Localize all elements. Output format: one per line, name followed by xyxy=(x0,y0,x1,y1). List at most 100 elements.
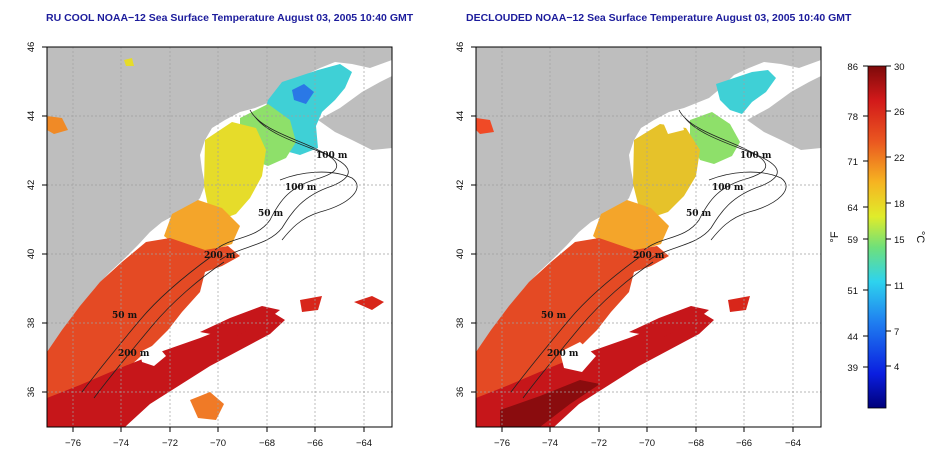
lat-tick-label: 46 xyxy=(26,42,37,53)
land-mass xyxy=(47,47,392,352)
lat-tick-label: 42 xyxy=(455,180,466,191)
sst-hot-patch xyxy=(190,392,224,420)
lon-tick-label: −72 xyxy=(162,438,178,449)
isobath-label: 50 m xyxy=(541,311,567,321)
lon-tick-label: −72 xyxy=(591,438,607,449)
isobath-label: 100 m xyxy=(740,151,772,161)
sst-small-patch-north xyxy=(124,58,134,66)
land-nova-scotia xyxy=(318,76,392,150)
fahrenheit-tick-label: 64 xyxy=(847,203,858,214)
lon-tick-label: −74 xyxy=(113,438,129,449)
isobath-labels: 100 m 100 m 50 m 200 m 50 m 200 m xyxy=(112,151,348,359)
lon-tick-label: −68 xyxy=(259,438,275,449)
fahrenheit-tick-label: 39 xyxy=(847,363,858,374)
lon-tick-label: −74 xyxy=(542,438,558,449)
sst-gulf-stream xyxy=(47,312,285,427)
graticule xyxy=(476,47,821,427)
sst-cold-gulf-of-maine xyxy=(716,70,776,114)
lon-tick-label: −66 xyxy=(736,438,752,449)
lat-tick-label: 38 xyxy=(455,318,466,329)
cloud-hole-north xyxy=(662,116,684,134)
isobath-labels: 100 m 100 m 50 m 200 m 50 m 200 m xyxy=(541,151,772,359)
isobath-label: 100 m xyxy=(316,151,348,161)
isobath-label: 50 m xyxy=(258,209,284,219)
isobath-label: 200 m xyxy=(633,251,665,261)
sst-patch-offshore xyxy=(300,296,322,312)
sst-left-edge-patch xyxy=(47,116,68,134)
sst-gulf-stream-filament xyxy=(200,306,280,338)
sst-map-raw: 100 m 100 m 50 m 200 m 50 m 200 m −76 −7… xyxy=(26,42,393,449)
isobath-label: 100 m xyxy=(285,183,317,193)
celsius-tick-label: 15 xyxy=(894,235,905,246)
celsius-tick-label: 22 xyxy=(894,153,905,164)
isobath-label: 100 m xyxy=(712,183,744,193)
celsius-tick-label: 7 xyxy=(894,327,899,338)
fahrenheit-tick-labels: 86 78 71 64 59 51 44 39 xyxy=(847,62,858,374)
lon-tick-label: −70 xyxy=(210,438,226,449)
sst-left-edge-patch xyxy=(476,118,494,134)
isobath-label: 50 m xyxy=(112,311,138,321)
map-frame xyxy=(46,46,393,428)
temperature-colorbar: 86 78 71 64 59 51 44 39 30 26 22 18 15 1… xyxy=(829,62,926,409)
fahrenheit-tick-label: 71 xyxy=(847,157,858,168)
lat-tick-label: 40 xyxy=(26,249,37,260)
lat-tick-label: 46 xyxy=(455,42,466,53)
lon-tick-label: −70 xyxy=(639,438,655,449)
fahrenheit-tick-label: 51 xyxy=(847,286,858,297)
colorbar-ticks xyxy=(863,65,891,368)
lon-tick-label: −66 xyxy=(307,438,323,449)
sst-orange xyxy=(593,200,669,252)
lat-tick-label: 42 xyxy=(26,180,37,191)
cloud-hole xyxy=(560,342,596,372)
panel-title-left: RU COOL NOAA−12 Sea Surface Temperature … xyxy=(46,12,414,24)
sst-warm-yellow xyxy=(204,122,266,220)
isobath-label: 200 m xyxy=(547,349,579,359)
fahrenheit-unit-label: °F xyxy=(829,231,841,242)
lat-tick-label: 44 xyxy=(26,111,37,122)
isobath-contours xyxy=(81,109,358,399)
fahrenheit-tick-label: 86 xyxy=(847,62,858,73)
celsius-tick-label: 30 xyxy=(894,62,905,73)
lat-tick-label: 44 xyxy=(455,111,466,122)
lon-tick-label: −76 xyxy=(65,438,81,449)
panel-title-right: DECLOUDED NOAA−12 Sea Surface Temperatur… xyxy=(466,12,852,24)
isobath-label: 200 m xyxy=(118,349,150,359)
isobath-label: 200 m xyxy=(204,251,236,261)
lat-tick-label: 36 xyxy=(26,387,37,398)
lat-tick-label: 40 xyxy=(455,249,466,260)
celsius-tick-label: 4 xyxy=(894,362,899,373)
lon-tick-labels: −76 −74 −72 −70 −68 −66 −64 xyxy=(65,438,372,449)
fahrenheit-tick-label: 78 xyxy=(847,112,858,123)
isobath-label: 50 m xyxy=(686,209,712,219)
lat-tick-labels: 46 44 42 40 38 36 xyxy=(26,42,37,398)
celsius-tick-label: 18 xyxy=(894,199,905,210)
sst-map-declouded: 100 m 100 m 50 m 200 m 50 m 200 m −76 −7… xyxy=(455,42,822,449)
lat-tick-labels: 46 44 42 40 38 36 xyxy=(455,42,466,398)
axis-ticks xyxy=(42,46,365,432)
map-frame xyxy=(475,46,822,428)
sst-cold-bay-of-fundy xyxy=(292,84,314,104)
lat-tick-label: 36 xyxy=(455,387,466,398)
land-nova-scotia xyxy=(747,76,821,150)
sst-patch-offshore xyxy=(728,296,750,312)
lon-tick-label: −68 xyxy=(688,438,704,449)
lon-tick-label: −64 xyxy=(785,438,801,449)
sst-gulf-stream-filament xyxy=(629,306,709,338)
fahrenheit-tick-label: 59 xyxy=(847,235,858,246)
land-mass xyxy=(476,47,821,352)
lon-tick-labels: −76 −74 −72 −70 −68 −66 −64 xyxy=(494,438,801,449)
graticule xyxy=(47,47,392,427)
lat-tick-label: 38 xyxy=(26,318,37,329)
sst-patch-offshore-2 xyxy=(354,296,384,310)
celsius-tick-label: 11 xyxy=(894,281,904,292)
cloud-hole xyxy=(140,344,166,366)
lon-tick-label: −64 xyxy=(356,438,372,449)
sst-warm-yellow xyxy=(633,124,700,218)
sst-orange xyxy=(164,200,240,252)
axis-ticks xyxy=(471,46,794,432)
celsius-tick-labels: 30 26 22 18 15 11 7 4 xyxy=(894,62,905,373)
fahrenheit-tick-label: 44 xyxy=(847,332,858,343)
lon-tick-label: −76 xyxy=(494,438,510,449)
celsius-unit-label: °C xyxy=(914,231,926,243)
